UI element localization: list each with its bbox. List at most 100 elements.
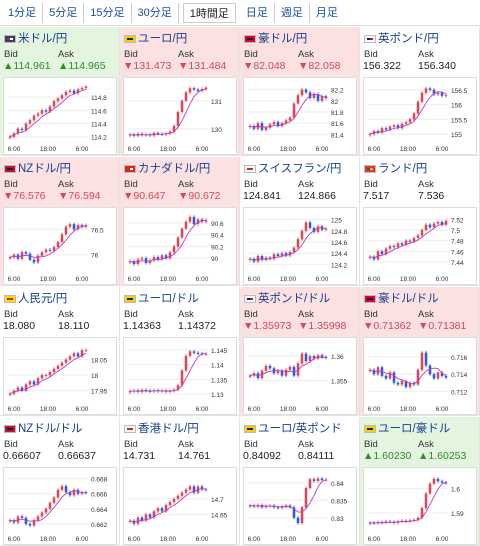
pair-name: NZドル/円 — [18, 163, 72, 175]
currency-card[interactable]: 豪ドル/円 Bid Ask ▼82.048 ▼82.058 82.2 82 81.8 81.6 8… — [240, 27, 360, 156]
price-chart[interactable]: 0.668 0.666 0.664 0.662 6:00 18:00 6:00 — [3, 467, 117, 545]
currency-card[interactable]: 英ポンド/円 Bid Ask 156.322 156.340 156.5 156 155.5 1… — [360, 27, 480, 156]
y-tick-label: 114.8 — [91, 95, 107, 102]
currency-card[interactable]: ユーロ/円 Bid Ask ▼131.473 ▼131.484 131 130 6:00 18:… — [120, 27, 240, 156]
candle — [44, 110, 48, 112]
candle — [440, 222, 444, 225]
candle — [312, 356, 316, 359]
price-chart[interactable]: 7.52 7.5 7.48 7.46 7.44 6:00 18:00 6:00 — [363, 207, 477, 285]
pair-title[interactable]: 豪ドル/円 — [244, 30, 307, 46]
currency-card[interactable]: NZドル/ドル Bid Ask 0.66607 0.66637 0.668 0.666 0.6… — [0, 417, 120, 546]
candle — [28, 381, 32, 385]
x-tick-label: 6:00 — [436, 146, 449, 153]
x-tick-label: 6:00 — [196, 406, 209, 413]
pair-title[interactable]: 英ポンド/円 — [364, 30, 439, 46]
pair-title[interactable]: NZドル/ドル — [4, 420, 83, 436]
currency-card[interactable]: 人民元/円 Bid Ask 18.080 18.110 18.05 18 17.95 6:00 1… — [0, 287, 120, 416]
price-chart[interactable]: 131 130 6:00 18:00 6:00 — [123, 77, 237, 155]
price-chart[interactable]: 125 124.8 124.6 124.4 124.2 6:00 18:00 6:00 — [243, 207, 357, 285]
pair-title[interactable]: スイスフラン/円 — [244, 160, 341, 176]
candle — [284, 253, 288, 256]
price-chart[interactable]: 76.5 76 6:00 18:00 6:00 — [3, 207, 117, 285]
tab-7[interactable]: 月足 — [315, 6, 338, 19]
candle — [324, 228, 328, 230]
pair-title[interactable]: ユーロ/円 — [124, 30, 187, 46]
candle — [188, 88, 192, 93]
price-chart[interactable]: 1.145 1.14 1.135 1.13 6:00 18:00 6:00 — [123, 337, 237, 415]
candle — [444, 95, 448, 97]
y-tick-label: 1.59 — [451, 511, 464, 518]
tab-2[interactable]: 15分足 — [84, 2, 132, 23]
x-tick-label: 6:00 — [128, 406, 141, 413]
tab-4[interactable]: 1時間足 — [182, 2, 236, 23]
candle — [320, 478, 324, 480]
y-tick-label: 156 — [451, 103, 462, 110]
price-chart[interactable]: 0.84 0.835 0.83 6:00 18:00 6:00 — [243, 467, 357, 545]
candle — [8, 136, 12, 138]
tab-5[interactable]: 日足 — [240, 2, 275, 23]
currency-card[interactable]: ユーロ/豪ドル Bid Ask ▲1.60230 ▲1.60253 1.6 1.59 6:00… — [360, 417, 480, 546]
price-chart[interactable]: 114.8 114.6 114.4 114.2 6:00 18:00 6:00 — [3, 77, 117, 155]
tab-0[interactable]: 1分足 — [2, 2, 44, 23]
pair-title[interactable]: 米ドル/円 — [4, 30, 67, 46]
pair-title[interactable]: 人民元/円 — [4, 290, 67, 306]
candle — [380, 128, 384, 133]
candle — [36, 113, 40, 116]
currency-card[interactable]: 香港ドル/円 Bid Ask 14.731 14.761 14.7 14.65 6:00 18:… — [120, 417, 240, 546]
price-chart[interactable]: 18.05 18 17.95 6:00 18:00 6:00 — [3, 337, 117, 415]
candle — [268, 257, 272, 259]
candle — [140, 517, 144, 521]
x-tick-label: 6:00 — [128, 276, 141, 283]
y-tick-label: 1.145 — [211, 348, 228, 355]
pair-title[interactable]: NZドル/円 — [4, 160, 71, 176]
currency-card[interactable]: ユーロ/英ポンド Bid Ask 0.84092 0.84111 0.84 0.835 0.8… — [240, 417, 360, 546]
candle — [440, 372, 444, 376]
bid-value: ▲114.961 — [3, 60, 51, 72]
currency-card[interactable]: 豪ドル/ドル Bid Ask ▼0.71362 ▼0.71381 0.716 0.714 0.… — [360, 287, 480, 416]
pair-title[interactable]: 豪ドル/ドル — [364, 290, 439, 306]
price-chart[interactable]: 156.5 156 155.5 155 6:00 18:00 6:00 — [363, 77, 477, 155]
candle — [304, 89, 308, 93]
price-chart[interactable]: 1.6 1.59 6:00 18:00 6:00 — [363, 467, 477, 545]
x-tick-label: 6:00 — [76, 536, 89, 543]
candle — [60, 486, 64, 490]
price-chart[interactable]: 1.36 1.355 6:00 18:00 6:00 — [243, 337, 357, 415]
x-tick-label: 6:00 — [316, 536, 329, 543]
pair-title[interactable]: 香港ドル/円 — [124, 420, 199, 436]
candle — [184, 92, 188, 101]
currency-card[interactable]: スイスフラン/円 Bid Ask 124.841 124.866 125 124.8 124.… — [240, 157, 360, 286]
tab-6[interactable]: 週足 — [275, 2, 310, 23]
currency-card[interactable]: 英ポンド/ドル Bid Ask ▼1.35973 ▼1.35998 1.36 1.355 6:… — [240, 287, 360, 416]
currency-card[interactable]: 米ドル/円 Bid Ask ▲114.961 ▲114.965 114.8 114.6 114… — [0, 27, 120, 156]
pair-title[interactable]: ランド/円 — [364, 160, 427, 176]
x-tick-label: 18:00 — [280, 146, 297, 153]
moving-average-line — [369, 367, 447, 385]
currency-card[interactable]: NZドル/円 Bid Ask ▼76.576 ▼76.594 76.5 76 6:00 18:0… — [0, 157, 120, 286]
candle — [152, 511, 156, 518]
bid-value: ▼90.647 — [123, 190, 166, 202]
price-chart[interactable]: 82.2 82 81.8 81.6 81.4 6:00 18:00 6:00 — [243, 77, 357, 155]
price-chart[interactable]: 0.716 0.714 0.712 6:00 18:00 6:00 — [363, 337, 477, 415]
pair-title[interactable]: ユーロ/豪ドル — [364, 420, 450, 436]
candle — [248, 258, 252, 260]
ask-label: Ask — [298, 49, 314, 60]
candle — [312, 94, 316, 98]
pair-title[interactable]: ユーロ/英ポンド — [244, 420, 342, 436]
candle — [128, 261, 132, 263]
x-tick-label: 6:00 — [368, 536, 381, 543]
y-tick-label: 14.65 — [211, 512, 228, 519]
currency-card[interactable]: ランド/円 Bid Ask 7.517 7.536 7.52 7.5 7.48 7.46 7.44… — [360, 157, 480, 286]
pair-title[interactable]: 英ポンド/ドル — [244, 290, 330, 306]
tab-3[interactable]: 30分足 — [132, 2, 179, 23]
currency-card[interactable]: ユーロ/ドル Bid Ask 1.14363 1.14372 1.145 1.14 1.135… — [120, 287, 240, 416]
pair-title[interactable]: ユーロ/ドル — [124, 290, 199, 306]
tab-1[interactable]: 5分足 — [43, 2, 85, 23]
price-chart[interactable]: 14.7 14.65 6:00 18:00 6:00 — [123, 467, 237, 545]
candle — [184, 489, 188, 493]
candle — [400, 123, 404, 129]
ask-value: 7.536 — [418, 190, 445, 202]
candle — [40, 512, 44, 517]
pair-title[interactable]: カナダドル/円 — [124, 160, 210, 176]
currency-card[interactable]: カナダドル/円 Bid Ask ▼90.647 ▼90.672 90.6 90.4 90.2 9… — [120, 157, 240, 286]
price-chart[interactable]: 90.6 90.4 90.2 90 6:00 18:00 6:00 — [123, 207, 237, 285]
